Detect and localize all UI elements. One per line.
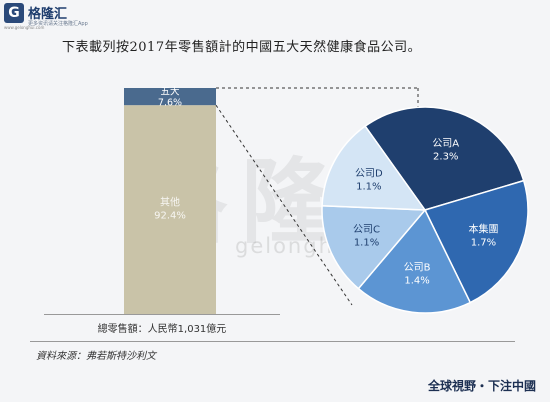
pie-slice-1 [423,179,529,304]
brand-url: www.gelonghui.com [4,25,45,30]
brand-tagline: 更多资讯请关注格隆汇App [28,21,88,27]
bar-segment-1 [124,88,216,106]
bar-baseline [44,314,280,315]
brand-name: 格隆汇 [28,7,68,22]
brand-logo: G 格隆汇 更多资讯请关注格隆汇App www.gelonghui.com [4,3,154,30]
pie-slice-value-1: 1.7% [471,238,496,249]
bar-segment-label-1: 五大 [160,86,180,98]
pie-slice-4 [321,125,427,211]
source-divider [30,341,515,342]
bar-segment-value-0: 92.4% [154,211,186,222]
bar-total-label: 總零售額：人民幣1,031億元 [97,324,227,335]
pie-slice-value-2: 1.4% [404,275,429,286]
bar-segment-0 [124,105,216,315]
pie-slice-label-4: 公司D [355,169,383,180]
pie-slice-label-2: 公司B [404,262,431,273]
pie-slice-label-0: 公司A [432,139,459,150]
page-heading: 下表載列按2017年零售額計的中國五大天然健康食品公司。 [62,40,422,55]
pie-slice-0 [364,106,525,211]
bar-segment-value-1: 7.6% [158,98,182,109]
pie-slice-value-3: 1.1% [354,238,379,249]
footer-slogan: 全球視野・下注中國 [427,379,536,393]
pie-slice-2 [357,208,472,314]
pie-slice-3 [321,204,427,290]
bar-segment-label-0: 其他 [160,196,180,209]
source-note: 資料來源：弗若斯特沙利文 [36,351,156,362]
logo-mark-icon: G [4,3,24,23]
pie-slice-value-4: 1.1% [356,182,381,193]
pie-slice-label-3: 公司C [353,225,380,236]
pie-slice-label-1: 本集團 [468,223,498,236]
connector-bottom [215,104,353,306]
pie-slice-value-0: 2.3% [433,152,458,163]
